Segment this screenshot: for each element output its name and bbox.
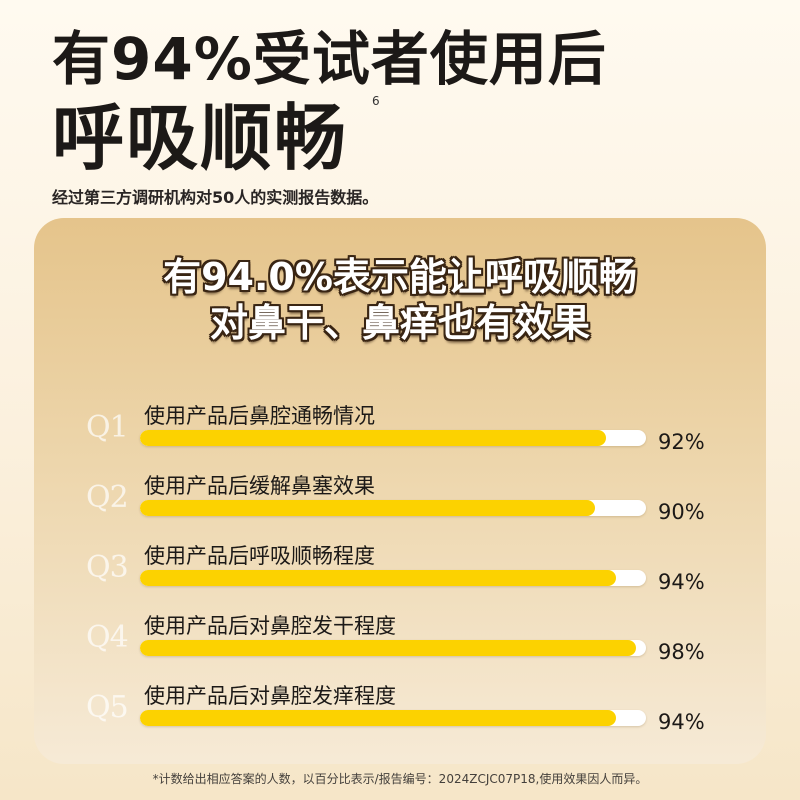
question-label: 使用产品后呼吸顺畅程度 bbox=[144, 544, 375, 568]
progress-fill bbox=[140, 570, 616, 586]
survey-row-q1: Q1 使用产品后鼻腔通畅情况 92% bbox=[34, 400, 766, 460]
headline-line-1: 有94%受试者使用后 bbox=[52, 25, 607, 93]
percent-value: 92% bbox=[658, 430, 705, 454]
survey-row-q3: Q3 使用产品后呼吸顺畅程度 94% bbox=[34, 540, 766, 600]
question-number: Q4 bbox=[86, 620, 129, 655]
question-label: 使用产品后鼻腔通畅情况 bbox=[144, 404, 375, 428]
question-number: Q3 bbox=[86, 550, 129, 585]
question-label: 使用产品后对鼻腔发痒程度 bbox=[144, 684, 396, 708]
survey-card: 有94.0%表示能让呼吸顺畅 对鼻干、鼻痒也有效果 Q1 使用产品后鼻腔通畅情况… bbox=[34, 218, 766, 764]
card-title-line-1: 有94.0%表示能让呼吸顺畅 bbox=[163, 255, 637, 299]
progress-fill bbox=[140, 500, 596, 516]
survey-row-q2: Q2 使用产品后缓解鼻塞效果 90% bbox=[34, 470, 766, 530]
headline-line-2: 呼吸顺畅 bbox=[52, 96, 349, 180]
progress-track bbox=[140, 710, 646, 726]
question-number: Q5 bbox=[86, 690, 129, 725]
progress-fill bbox=[140, 640, 636, 656]
question-number: Q1 bbox=[86, 410, 129, 445]
survey-row-q4: Q4 使用产品后对鼻腔发干程度 98% bbox=[34, 610, 766, 670]
progress-track bbox=[140, 570, 646, 586]
progress-track bbox=[140, 430, 646, 446]
question-number: Q2 bbox=[86, 480, 129, 515]
progress-track bbox=[140, 640, 646, 656]
percent-value: 94% bbox=[658, 570, 705, 594]
progress-track bbox=[140, 500, 646, 516]
card-title-line-2: 对鼻干、鼻痒也有效果 bbox=[209, 301, 590, 345]
question-label: 使用产品后对鼻腔发干程度 bbox=[144, 614, 396, 638]
disclaimer: *计数给出相应答案的人数，以百分比表示/报告编号：2024ZCJC07P18,使… bbox=[152, 772, 648, 786]
survey-row-q5: Q5 使用产品后对鼻腔发痒程度 94% bbox=[34, 680, 766, 740]
percent-value: 90% bbox=[658, 500, 705, 524]
question-label: 使用产品后缓解鼻塞效果 bbox=[144, 474, 375, 498]
percent-value: 98% bbox=[658, 640, 705, 664]
source-note: 经过第三方调研机构对50人的实测报告数据。 bbox=[52, 188, 379, 207]
footnote-reference: 6 bbox=[372, 94, 380, 108]
percent-value: 94% bbox=[658, 710, 705, 734]
progress-fill bbox=[140, 430, 606, 446]
progress-fill bbox=[140, 710, 616, 726]
